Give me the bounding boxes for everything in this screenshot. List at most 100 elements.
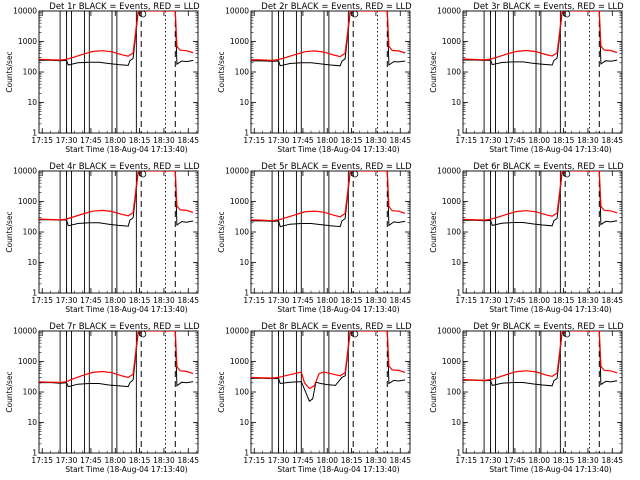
y-tick-label: 1000 bbox=[18, 197, 37, 206]
x-tick-label: 18:00 bbox=[528, 136, 550, 145]
y-tick-label: 10 bbox=[451, 98, 461, 107]
y-tick-label: 10000 bbox=[437, 327, 461, 336]
y-axis-label: Counts/sec bbox=[217, 51, 226, 92]
saturation-marker bbox=[139, 330, 147, 338]
y-tick-label: 1000 bbox=[230, 197, 249, 206]
y-tick-label: 1 bbox=[244, 449, 249, 458]
x-tick-label: 17:45 bbox=[292, 136, 314, 145]
x-tick-label: 18:30 bbox=[577, 456, 599, 465]
x-tick-label: 18:30 bbox=[365, 456, 387, 465]
y-tick-label: 100 bbox=[235, 68, 250, 77]
x-tick-label: 18:15 bbox=[341, 136, 363, 145]
series-group bbox=[251, 171, 406, 228]
y-tick-label: 10000 bbox=[437, 7, 461, 16]
x-axis-label: Start Time (18-Aug-04 17:13:40) bbox=[277, 305, 399, 314]
y-tick-label: 1 bbox=[244, 289, 249, 298]
y-tick-label: 1000 bbox=[442, 197, 461, 206]
series-group bbox=[251, 11, 406, 67]
x-tick-label: 18:45 bbox=[601, 296, 623, 305]
event-markers bbox=[59, 171, 176, 293]
x-tick-label: 17:45 bbox=[504, 456, 526, 465]
x-tick-label: 18:45 bbox=[389, 136, 411, 145]
x-tick-label: 17:30 bbox=[268, 296, 290, 305]
y-tick-label: 10 bbox=[451, 418, 461, 427]
x-tick-label: 17:45 bbox=[80, 296, 102, 305]
series-line-lld bbox=[39, 171, 194, 221]
x-tick-label: 18:30 bbox=[153, 296, 175, 305]
x-tick-label: 17:15 bbox=[243, 136, 265, 145]
panel-title: Det 6r BLACK = Events, RED = LLD bbox=[473, 162, 624, 172]
series-line-lld bbox=[463, 331, 618, 382]
x-tick-label: 17:30 bbox=[480, 296, 502, 305]
x-tick-label: 18:45 bbox=[177, 136, 199, 145]
y-tick-label: 100 bbox=[447, 388, 462, 397]
y-tick-label: 10 bbox=[27, 418, 37, 427]
x-axis-label: Start Time (18-Aug-04 17:13:40) bbox=[489, 305, 611, 314]
panel-2: Det 2r BLACK = Events, RED = LLD 1 10 100 10… bbox=[217, 2, 412, 154]
x-tick-label: 17:15 bbox=[455, 456, 477, 465]
series-line-lld bbox=[463, 11, 618, 61]
y-axis-label: Counts/sec bbox=[429, 371, 438, 412]
series-group bbox=[39, 11, 194, 66]
series-line-events bbox=[39, 171, 194, 227]
y-tick-label: 100 bbox=[447, 68, 462, 77]
y-axis-label: Counts/sec bbox=[217, 371, 226, 412]
panel-title: Det 2r BLACK = Events, RED = LLD bbox=[261, 2, 412, 12]
x-tick-label: 18:30 bbox=[577, 136, 599, 145]
series-line-lld bbox=[251, 171, 406, 222]
panel-title: Det 5r BLACK = Events, RED = LLD bbox=[261, 162, 412, 172]
x-tick-label: 17:45 bbox=[80, 136, 102, 145]
x-tick-label: 18:30 bbox=[153, 456, 175, 465]
series-line-lld bbox=[39, 331, 194, 384]
x-tick-label: 18:15 bbox=[553, 456, 575, 465]
y-axis-label: Counts/sec bbox=[429, 51, 438, 92]
event-markers bbox=[271, 11, 388, 133]
x-tick-label: 18:15 bbox=[341, 456, 363, 465]
panel-6: Det 6r BLACK = Events, RED = LLD 1 10 100 10… bbox=[429, 162, 624, 314]
series-line-events bbox=[39, 11, 194, 66]
x-tick-label: 17:30 bbox=[480, 136, 502, 145]
event-markers bbox=[483, 331, 600, 453]
event-markers bbox=[59, 331, 176, 453]
plot-frame bbox=[38, 330, 199, 454]
y-tick-label: 10 bbox=[239, 258, 249, 267]
x-axis-label: Start Time (18-Aug-04 17:13:40) bbox=[277, 145, 399, 154]
x-tick-label: 18:00 bbox=[104, 296, 126, 305]
saturation-marker bbox=[139, 10, 147, 18]
plot-frame bbox=[250, 330, 411, 454]
x-axis-label: Start Time (18-Aug-04 17:13:40) bbox=[277, 465, 399, 474]
series-line-events bbox=[251, 11, 406, 67]
panel-5: Det 5r BLACK = Events, RED = LLD 1 10 100 10… bbox=[217, 162, 412, 314]
y-tick-label: 100 bbox=[23, 228, 38, 237]
y-tick-label: 10 bbox=[239, 98, 249, 107]
panel-title: Det 7r BLACK = Events, RED = LLD bbox=[49, 322, 200, 332]
series-group bbox=[463, 11, 618, 66]
series-line-events bbox=[39, 331, 194, 388]
plot-frame bbox=[462, 170, 623, 294]
y-axis-label: Counts/sec bbox=[5, 211, 14, 252]
series-line-events bbox=[463, 331, 618, 387]
event-markers bbox=[271, 171, 388, 293]
saturation-marker bbox=[563, 330, 571, 338]
y-tick-label: 1000 bbox=[442, 37, 461, 46]
x-tick-label: 17:15 bbox=[455, 296, 477, 305]
y-tick-label: 100 bbox=[23, 388, 38, 397]
y-tick-label: 100 bbox=[23, 68, 38, 77]
y-tick-label: 10000 bbox=[13, 7, 37, 16]
x-tick-label: 18:00 bbox=[528, 456, 550, 465]
x-tick-label: 17:15 bbox=[31, 456, 53, 465]
y-tick-label: 1000 bbox=[230, 357, 249, 366]
y-tick-label: 100 bbox=[235, 228, 250, 237]
series-line-lld bbox=[251, 11, 406, 62]
x-tick-label: 18:45 bbox=[389, 456, 411, 465]
series-group bbox=[463, 331, 618, 387]
y-tick-label: 1 bbox=[32, 289, 37, 298]
y-tick-label: 1000 bbox=[18, 37, 37, 46]
panel-title: Det 4r BLACK = Events, RED = LLD bbox=[49, 162, 200, 172]
saturation-marker bbox=[351, 330, 359, 338]
saturation-marker bbox=[351, 170, 359, 178]
y-tick-label: 10000 bbox=[13, 167, 37, 176]
y-tick-label: 1000 bbox=[230, 37, 249, 46]
x-tick-label: 18:30 bbox=[365, 296, 387, 305]
panel-4: Det 4r BLACK = Events, RED = LLD 1 10 100 10… bbox=[5, 162, 200, 314]
